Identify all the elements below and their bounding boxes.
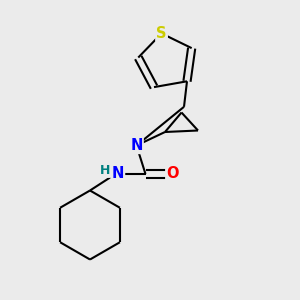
Text: N: N bbox=[130, 138, 143, 153]
Text: O: O bbox=[166, 167, 179, 182]
Text: S: S bbox=[156, 26, 167, 41]
Text: N: N bbox=[112, 167, 124, 182]
Text: H: H bbox=[100, 164, 110, 177]
